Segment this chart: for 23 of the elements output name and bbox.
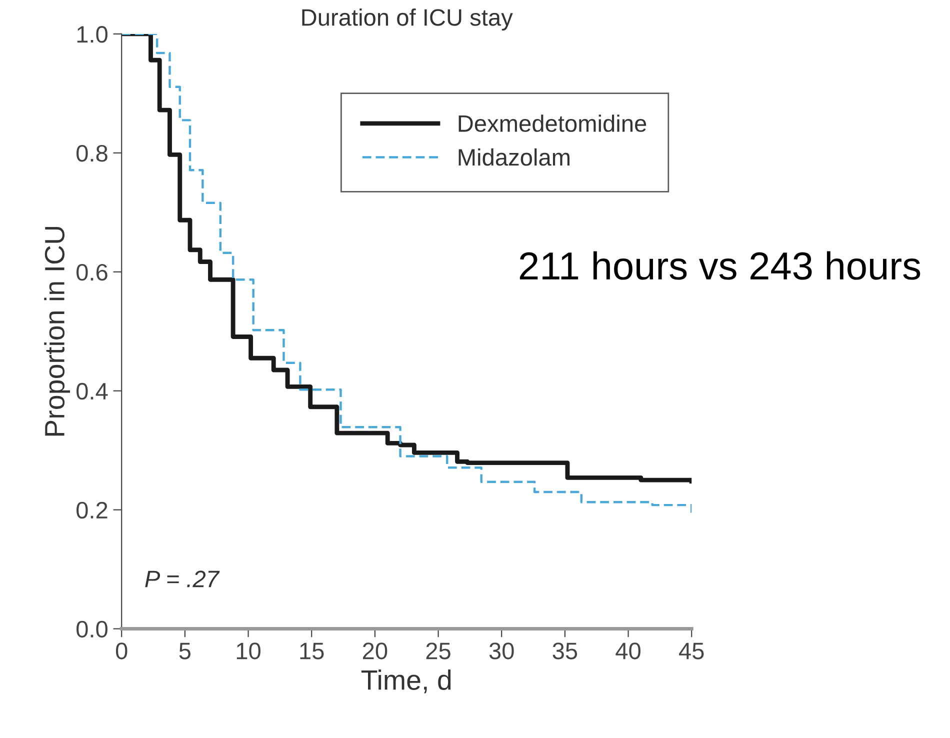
chart-title: Duration of ICU stay: [302, 8, 513, 31]
x-tick-label: 10: [236, 642, 260, 660]
x-tick-label: 25: [426, 642, 450, 660]
y-tick-label: 0.2: [76, 502, 108, 519]
annotation: P = .27: [145, 570, 220, 588]
x-tick-label: 5: [179, 642, 191, 660]
x-tick-label: 20: [362, 642, 388, 660]
annotation: 211 hours vs 243 hours: [520, 251, 920, 280]
x-tick-label: 30: [489, 642, 514, 660]
y-tick-label: 1.0: [77, 26, 108, 43]
legend-label: Dexmedetomidine: [458, 114, 646, 132]
x-tick-label: 15: [300, 642, 324, 660]
legend-label: Midazolam: [458, 148, 570, 166]
y-tick-label: 0.8: [76, 144, 108, 162]
y-tick-label: 0.0: [76, 620, 108, 638]
x-tick-label: 0: [116, 642, 128, 660]
y-tick-label: 0.6: [76, 264, 108, 281]
x-axis-title: Time, d: [361, 670, 451, 694]
y-axis-title: Proportion in ICU: [44, 226, 70, 436]
y-tick-label: 0.4: [76, 382, 108, 400]
x-tick-label: 45: [679, 642, 704, 660]
x-tick-label: 35: [552, 642, 578, 660]
x-tick-label: 40: [616, 642, 640, 660]
